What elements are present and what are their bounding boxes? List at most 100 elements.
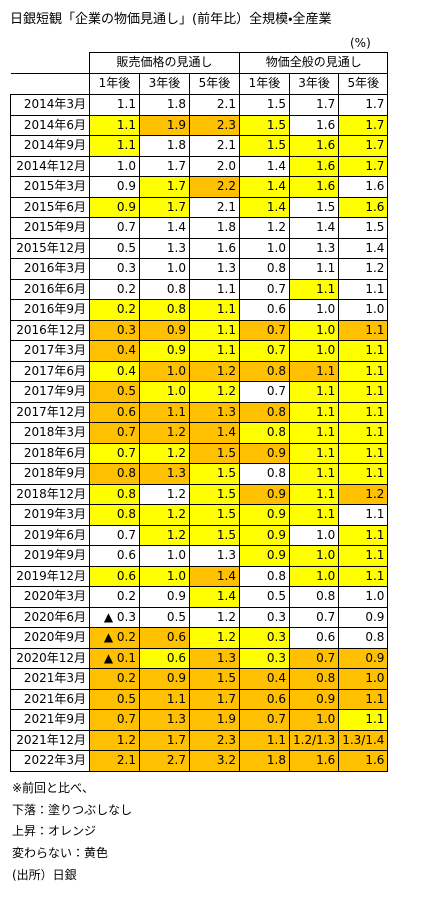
date-cell: 2019年3月 bbox=[10, 504, 90, 526]
value-cell: 0.7 bbox=[239, 709, 290, 731]
value-cell: 1.3 bbox=[189, 401, 240, 423]
value-cell: 0.9 bbox=[139, 340, 190, 362]
value-cell: 0.3 bbox=[239, 606, 290, 628]
value-cell: 1.3 bbox=[189, 258, 240, 280]
value-cell: 0.9 bbox=[89, 176, 140, 198]
value-cell: 1.3 bbox=[288, 237, 340, 259]
table-row: 2018年3月 0.7 1.2 1.4 0.8 1.1 1.1 bbox=[10, 422, 389, 444]
value-cell: 1.0 bbox=[288, 709, 340, 731]
date-cell: 2021年9月 bbox=[10, 709, 90, 731]
group-header: 販売価格の見通し bbox=[89, 52, 240, 74]
table-row: 2020年3月 0.2 0.9 1.4 0.5 0.8 1.0 bbox=[10, 586, 389, 608]
value-cell: 1.1 bbox=[288, 504, 340, 526]
value-cell: 1.1 bbox=[139, 688, 190, 710]
value-cell: 0.2 bbox=[89, 278, 140, 300]
date-cell: 2020年3月 bbox=[10, 586, 90, 608]
table-row: 2014年9月 1.1 1.8 2.1 1.5 1.6 1.7 bbox=[10, 135, 389, 157]
value-cell: 1.4 bbox=[239, 196, 290, 218]
value-cell: 2.1 bbox=[89, 750, 140, 772]
notes: ※前回と比べ、 下落：塗りつぶしなし 上昇：オレンジ 変わらない：黄色 (出所）日銀 bbox=[12, 778, 132, 887]
value-cell: 0.8 bbox=[139, 278, 190, 300]
value-cell: 1.4 bbox=[338, 237, 389, 259]
value-cell: 1.5 bbox=[239, 94, 290, 116]
table-row: 2018年9月 0.8 1.3 1.5 0.8 1.1 1.1 bbox=[10, 463, 389, 485]
date-cell: 2019年6月 bbox=[10, 524, 90, 546]
value-cell: 1.1 bbox=[338, 401, 389, 423]
value-cell: 1.1 bbox=[189, 299, 240, 321]
value-cell: 0.4 bbox=[89, 340, 140, 362]
table-row: 2019年12月 0.6 1.0 1.4 0.8 1.0 1.1 bbox=[10, 565, 389, 587]
title: 日銀短観「企業の物価見通し」(前年比）全規模・全産業 bbox=[10, 12, 332, 27]
value-cell: 0.8 bbox=[89, 504, 140, 526]
note-line: (出所）日銀 bbox=[12, 867, 77, 882]
value-cell: 1.2 bbox=[139, 504, 190, 526]
value-cell: 1.2 bbox=[338, 483, 389, 505]
value-cell: 1.1 bbox=[338, 463, 389, 485]
value-cell: 0.6 bbox=[139, 647, 190, 669]
table-row: 2020年9月 ▲ 0.2 0.6 1.2 0.3 0.6 0.8 bbox=[10, 627, 389, 649]
table-row: 2017年6月 0.4 1.0 1.2 0.8 1.1 1.1 bbox=[10, 360, 389, 382]
value-cell: 0.7 bbox=[239, 319, 290, 341]
value-cell: 0.4 bbox=[89, 360, 140, 382]
column-header: 1年後 bbox=[89, 73, 140, 95]
value-cell: 1.2 bbox=[189, 381, 240, 403]
value-cell: 1.3 bbox=[189, 647, 240, 669]
value-cell: 1.5 bbox=[189, 504, 240, 526]
date-cell: 2020年9月 bbox=[10, 627, 90, 649]
value-cell: 0.5 bbox=[89, 688, 140, 710]
value-cell: 1.1 bbox=[239, 729, 290, 751]
value-cell: 2.1 bbox=[189, 94, 240, 116]
value-cell: 1.6 bbox=[338, 196, 389, 218]
value-cell: 1.6 bbox=[189, 237, 240, 259]
value-cell: 1.1 bbox=[139, 401, 190, 423]
note-line: 上昇：オレンジ bbox=[12, 824, 97, 839]
value-cell: 1.6 bbox=[338, 176, 389, 198]
table-row: 2017年3月 0.4 0.9 1.1 0.7 1.0 1.1 bbox=[10, 340, 389, 362]
value-cell: 0.2 bbox=[89, 586, 140, 608]
group-header: 物価全般の見通し bbox=[238, 52, 389, 74]
date-cell: 2020年6月 bbox=[10, 606, 90, 628]
value-cell: 1.3 bbox=[189, 545, 240, 567]
value-cell: 1.1 bbox=[338, 360, 389, 382]
value-cell: 1.2 bbox=[139, 483, 190, 505]
value-cell: 0.6 bbox=[89, 401, 140, 423]
value-cell: 1.7 bbox=[139, 176, 190, 198]
table-row: 2020年12月 ▲ 0.1 0.6 1.3 0.3 0.7 0.9 bbox=[10, 647, 389, 669]
value-cell: 0.6 bbox=[239, 688, 290, 710]
value-cell: 1.1 bbox=[189, 340, 240, 362]
date-cell: 2017年12月 bbox=[10, 401, 90, 423]
value-cell: 0.9 bbox=[139, 319, 190, 341]
date-cell: 2014年12月 bbox=[10, 155, 90, 177]
value-cell: 1.2 bbox=[139, 422, 190, 444]
value-cell: 1.7 bbox=[338, 135, 389, 157]
value-cell: 1.2 bbox=[189, 627, 240, 649]
value-cell: 0.8 bbox=[239, 258, 290, 280]
table-row: 2018年12月 0.8 1.2 1.5 0.9 1.1 1.2 bbox=[10, 483, 389, 505]
value-cell: 0.3 bbox=[89, 319, 140, 341]
value-cell: 0.9 bbox=[139, 668, 190, 690]
table-row: 2014年3月 1.1 1.8 2.1 1.5 1.7 1.7 bbox=[10, 94, 389, 116]
value-cell: 1.6 bbox=[288, 176, 340, 198]
value-cell: 0.6 bbox=[89, 565, 140, 587]
value-cell: 1.1 bbox=[288, 278, 340, 300]
value-cell: 0.8 bbox=[338, 627, 389, 649]
table-row: 2021年3月 0.2 0.9 1.5 0.4 0.8 1.0 bbox=[10, 668, 389, 690]
date-cell: 2015年9月 bbox=[10, 217, 90, 239]
value-cell: 1.2 bbox=[189, 360, 240, 382]
value-cell: ▲ 0.3 bbox=[89, 606, 140, 628]
value-cell: 1.5 bbox=[189, 483, 240, 505]
value-cell: 1.0 bbox=[338, 299, 389, 321]
value-cell: 0.2 bbox=[89, 299, 140, 321]
date-cell: 2017年3月 bbox=[10, 340, 90, 362]
value-cell: 0.9 bbox=[288, 688, 340, 710]
value-cell: 1.1 bbox=[338, 442, 389, 464]
value-cell: 1.8 bbox=[139, 135, 190, 157]
value-cell: 1.1 bbox=[338, 504, 389, 526]
value-cell: 1.1 bbox=[338, 545, 389, 567]
value-cell: 0.8 bbox=[139, 299, 190, 321]
date-cell: 2019年12月 bbox=[10, 565, 90, 587]
value-cell: 1.1 bbox=[288, 360, 340, 382]
value-cell: 1.1 bbox=[288, 483, 340, 505]
